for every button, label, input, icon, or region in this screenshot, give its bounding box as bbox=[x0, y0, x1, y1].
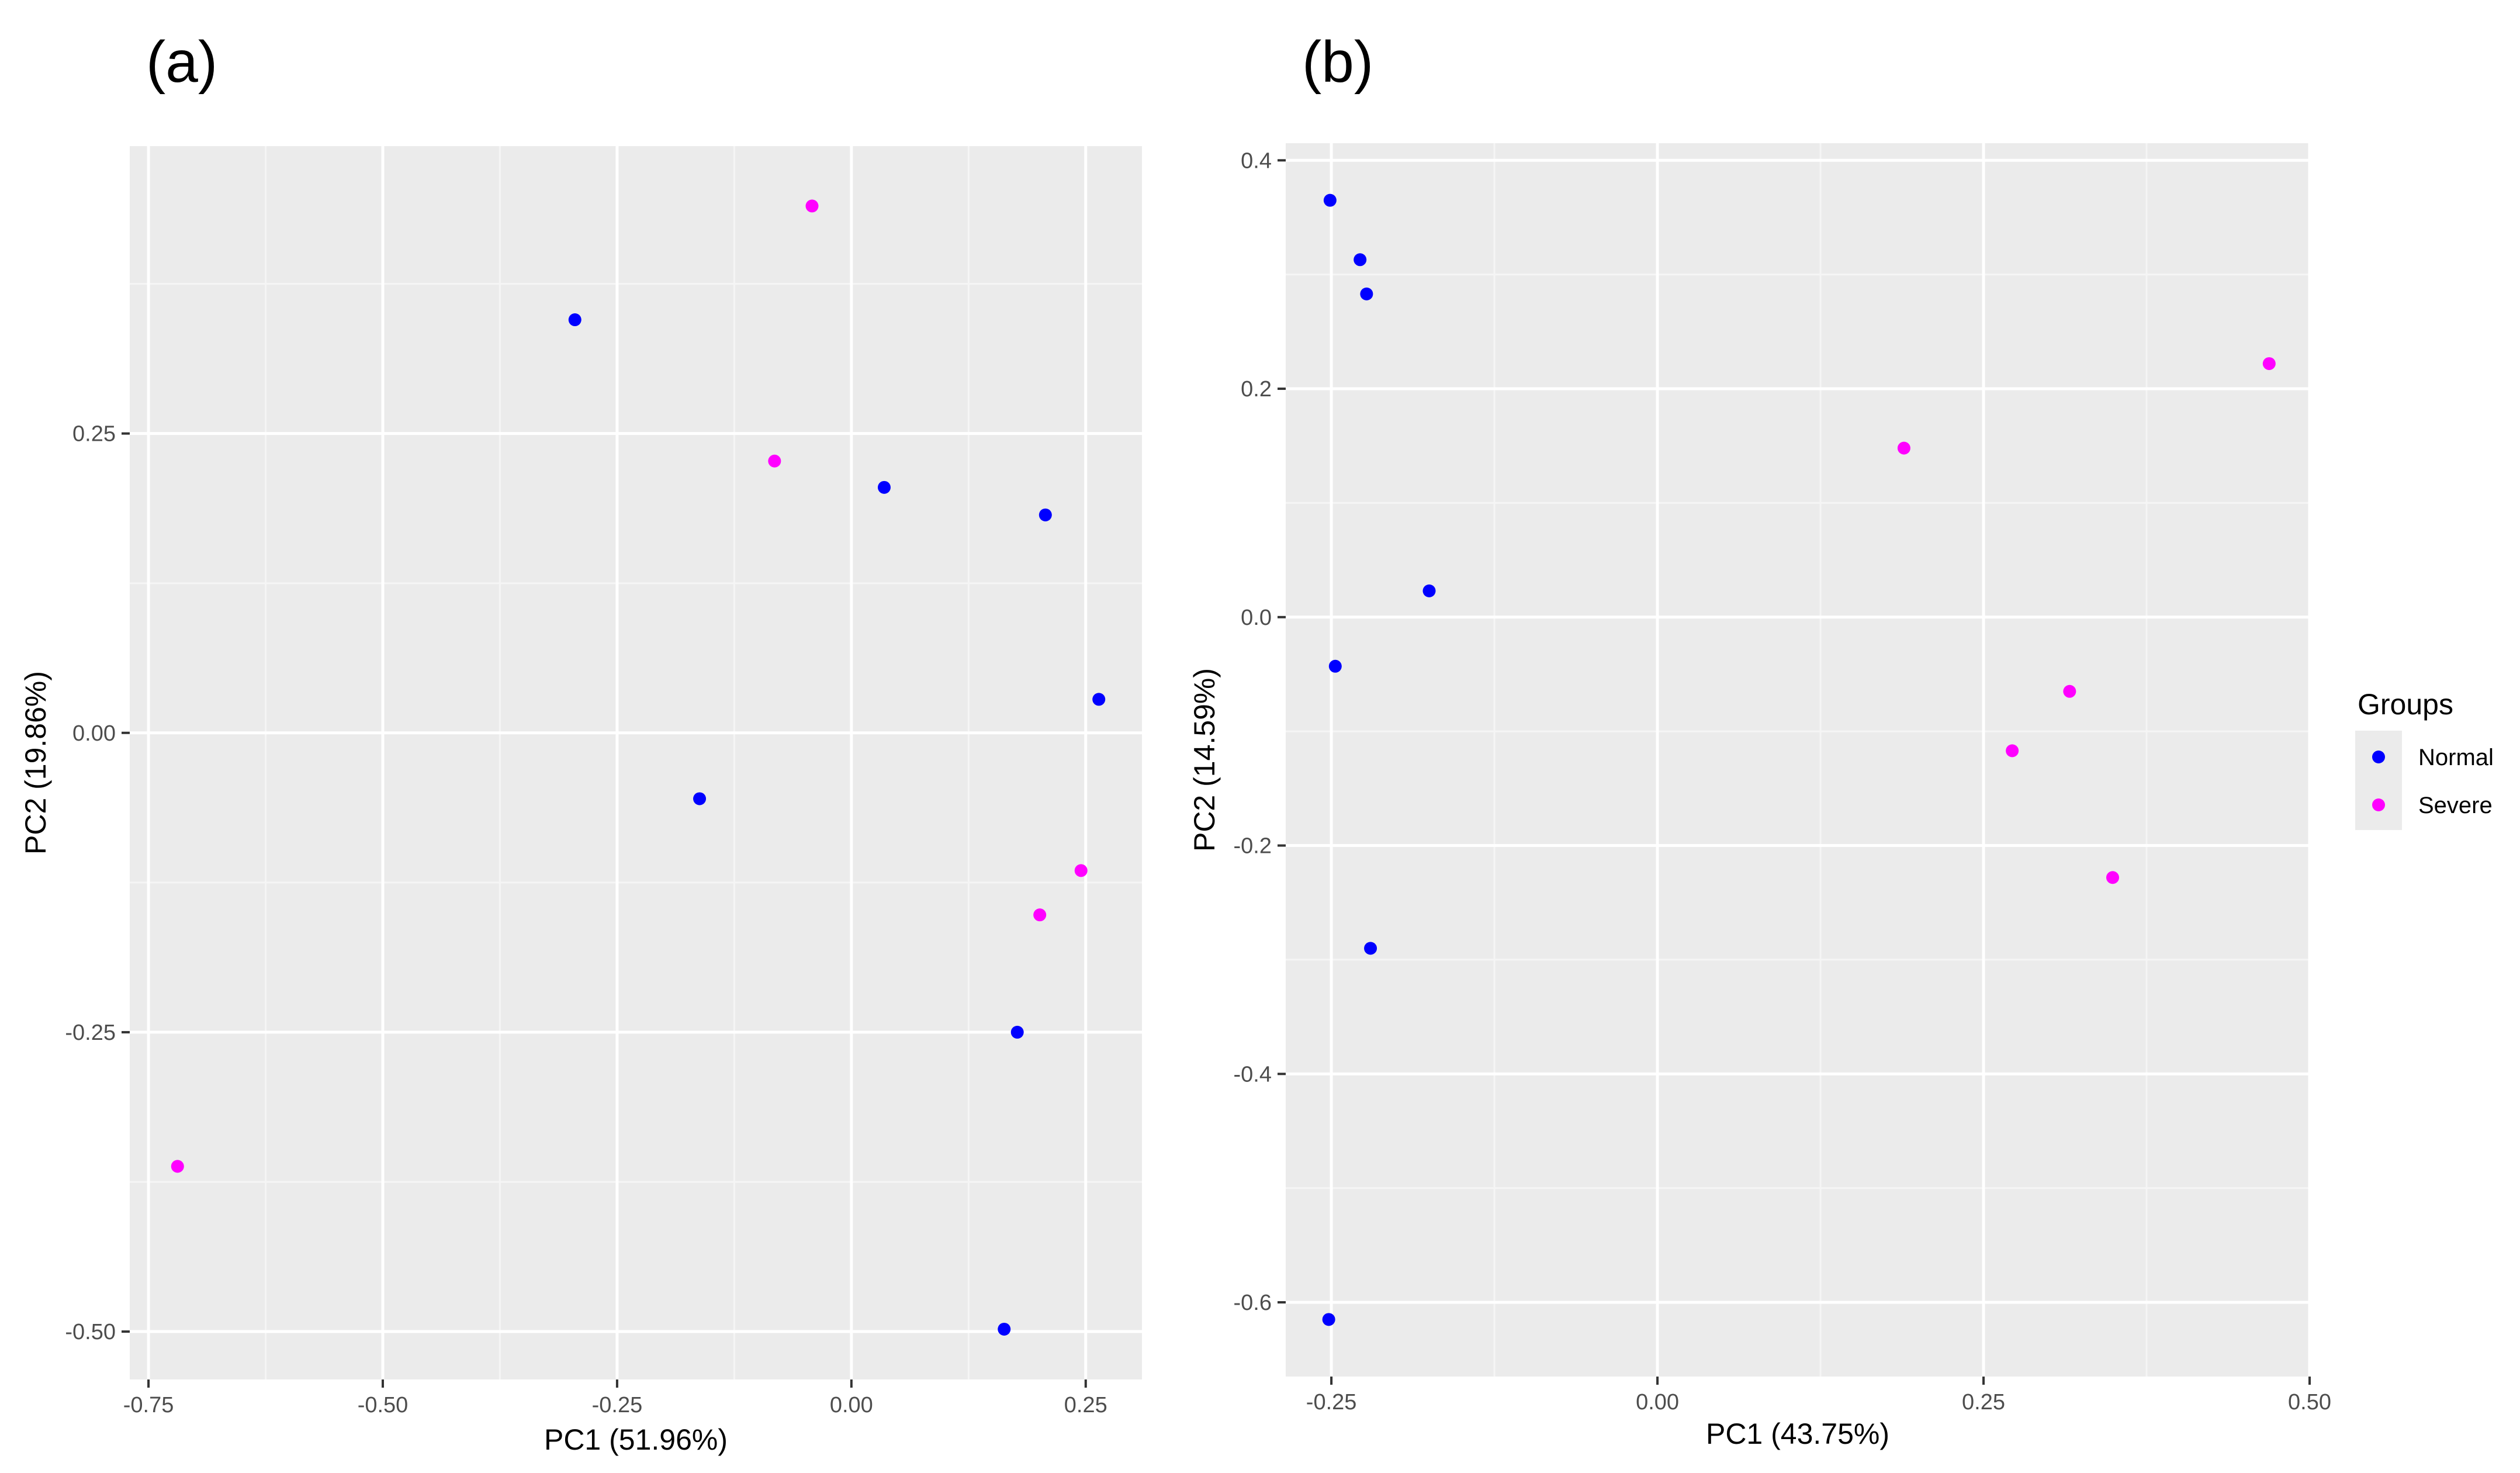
panel-b-point-normal bbox=[1360, 287, 1373, 300]
panel-a: (a) -0.75 -0.50 -0.25 0.00 0.25 -0.50 -0.25 0.0… bbox=[19, 29, 1142, 1456]
panel-a-point-severe bbox=[171, 1160, 184, 1173]
panel-b-x-axis-title: PC1 (43.75%) bbox=[1706, 1417, 1889, 1450]
panel-b-x-tick-label: -0.25 bbox=[1306, 1390, 1357, 1415]
legend-label-severe: Severe bbox=[2418, 793, 2493, 818]
panel-a-x-tick-label: -0.50 bbox=[358, 1393, 409, 1417]
panel-a-plot-background bbox=[130, 146, 1142, 1379]
panel-a-points bbox=[171, 199, 1106, 1336]
panel-a-point-normal bbox=[998, 1322, 1011, 1336]
panel-a-label: (a) bbox=[146, 29, 217, 95]
panel-a-point-severe bbox=[1033, 908, 1047, 922]
panel-b-y-tick-label: 0.0 bbox=[1241, 606, 1272, 630]
legend: Groups Normal Severe bbox=[2355, 688, 2494, 830]
panel-b-y-tick-label: -0.2 bbox=[1234, 834, 1272, 859]
panel-b-y-tick-label: -0.4 bbox=[1234, 1062, 1272, 1087]
panel-a-x-tick-label: -0.25 bbox=[592, 1393, 643, 1417]
legend-title: Groups bbox=[2358, 688, 2453, 721]
panel-a-x-tick-label: 0.25 bbox=[1064, 1393, 1107, 1417]
legend-key-normal bbox=[2372, 751, 2385, 763]
panel-b-point-normal bbox=[1422, 584, 1436, 597]
panel-b-x-tick-label: 0.25 bbox=[1962, 1390, 2005, 1415]
legend-key-background bbox=[2355, 731, 2402, 830]
panel-b-ticks: -0.25 0.00 0.25 0.50 -0.6 -0.4 -0.2 0.0 0.2 0.4 bbox=[1234, 148, 2331, 1415]
panel-a-x-tick-label: 0.00 bbox=[830, 1393, 873, 1417]
panel-b-y-axis-title: PC2 (14.59%) bbox=[1188, 668, 1221, 852]
panel-a-x-tick-label: -0.75 bbox=[123, 1393, 174, 1417]
panel-b-y-tick-label: -0.6 bbox=[1234, 1291, 1272, 1315]
panel-b-point-normal bbox=[1364, 942, 1377, 955]
panel-a-point-normal bbox=[877, 480, 891, 494]
legend-label-normal: Normal bbox=[2418, 745, 2494, 770]
panel-b-point-severe bbox=[2106, 871, 2119, 884]
panel-a-point-normal bbox=[568, 313, 581, 327]
panel-b-points bbox=[1322, 193, 2276, 1326]
panel-b-y-tick-label: 0.2 bbox=[1241, 377, 1272, 402]
panel-b-label: (b) bbox=[1302, 29, 1373, 95]
panel-b-y-tick-label: 0.4 bbox=[1241, 148, 1272, 173]
panel-b-x-tick-label: 0.00 bbox=[1636, 1390, 1679, 1415]
panel-b-grid bbox=[1286, 143, 2311, 1377]
panel-a-point-normal bbox=[1010, 1025, 1024, 1039]
panel-a-grid bbox=[130, 146, 1142, 1379]
panel-a-point-severe bbox=[1074, 864, 1088, 877]
panel-b-plot-background bbox=[1286, 143, 2310, 1377]
panel-b-x-tick-label: 0.50 bbox=[2288, 1390, 2331, 1415]
panel-b-point-normal bbox=[1328, 659, 1342, 673]
panel-a-point-normal bbox=[1039, 508, 1052, 521]
panel-b-point-normal bbox=[1354, 253, 1367, 267]
panel-a-point-normal bbox=[693, 792, 707, 805]
panel-a-y-tick-label: -0.50 bbox=[65, 1320, 116, 1344]
panel-a-ticks: -0.75 -0.50 -0.25 0.00 0.25 -0.50 -0.25 0.00 0.2… bbox=[65, 422, 1107, 1417]
panel-a-point-severe bbox=[805, 199, 819, 213]
panel-b-point-severe bbox=[2063, 684, 2076, 698]
panel-b-point-severe bbox=[2262, 357, 2276, 371]
panel-a-y-axis-title: PC2 (19.86%) bbox=[19, 671, 52, 855]
panel-b-point-normal bbox=[1323, 193, 1337, 207]
panel-a-point-normal bbox=[1092, 693, 1106, 706]
panel-a-y-tick-label: 0.25 bbox=[72, 422, 116, 447]
panel-a-y-tick-label: 0.00 bbox=[72, 721, 116, 746]
panel-a-x-axis-title: PC1 (51.96%) bbox=[544, 1423, 728, 1456]
panel-a-y-tick-label: -0.25 bbox=[65, 1021, 116, 1045]
panel-a-point-severe bbox=[768, 454, 781, 468]
panel-b-point-normal bbox=[1322, 1313, 1335, 1326]
panel-b-point-severe bbox=[2006, 744, 2019, 758]
panel-b: (b) -0.25 0.00 0.25 0.50 -0.6 -0.4 -0.2 0.0 0.2 0… bbox=[1188, 29, 2331, 1450]
panel-b-point-severe bbox=[1897, 441, 1910, 455]
legend-key-severe bbox=[2372, 798, 2385, 811]
